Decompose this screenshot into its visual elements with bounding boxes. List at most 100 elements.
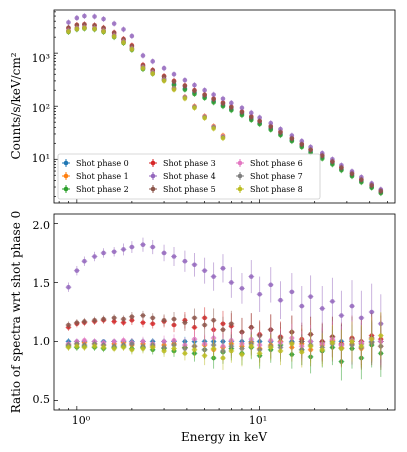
ratio-data-point <box>330 340 335 345</box>
top-data-point <box>171 87 177 92</box>
top-data-point <box>192 88 197 94</box>
ratio-data-point <box>268 345 274 350</box>
top-panel: 10¹ 10² 10³ Counts/s/keV/cm² Shot phase … <box>9 9 396 204</box>
bottom-ytick-label-1.0: 1.0 <box>33 335 51 348</box>
top-data-point <box>192 82 197 88</box>
bottom-axis-ticks <box>54 223 388 410</box>
legend-item: Shot phase 2 <box>62 185 129 194</box>
ratio-data-point <box>150 321 156 327</box>
top-data-point <box>129 47 135 52</box>
top-data-point <box>359 177 364 183</box>
ratio-data-point <box>308 343 313 349</box>
top-data-point <box>299 138 305 144</box>
legend-label: Shot phase 1 <box>76 172 129 181</box>
ratio-data-point <box>330 299 335 304</box>
ratio-data-point <box>140 320 146 325</box>
legend-item: Shot phase 4 <box>149 172 216 181</box>
top-data-point <box>92 26 97 32</box>
bottom-ytick-label-1.5: 1.5 <box>33 277 51 290</box>
top-data-point <box>66 29 71 34</box>
top-data-point <box>101 16 106 22</box>
ratio-data-point <box>92 317 97 323</box>
top-data-point <box>150 71 156 76</box>
top-data-point <box>82 13 87 19</box>
top-axis-ticks <box>54 11 388 203</box>
bottom-panel: 0.5 1.0 1.5 2.0 10⁰ 10¹ Ratio of spectra… <box>9 211 396 444</box>
ratio-data-point <box>121 345 126 350</box>
top-data-point <box>202 115 207 121</box>
top-data-point <box>66 20 71 25</box>
legend-label: Shot phase 8 <box>250 185 303 194</box>
bottom-x-axis-label: Energy in keV <box>181 430 267 444</box>
ratio-data-point <box>171 254 177 259</box>
top-data-point <box>171 79 177 84</box>
ratio-data-point <box>121 247 126 252</box>
top-data-point <box>182 83 188 89</box>
legend-label: Shot phase 6 <box>250 159 303 168</box>
ratio-data-point <box>129 244 135 250</box>
top-data-point <box>248 110 254 116</box>
top-data-point <box>248 114 254 120</box>
ratio-data-point <box>192 347 197 353</box>
ratio-data-point <box>229 280 234 285</box>
ratio-data-point <box>111 346 117 351</box>
top-data-point <box>121 27 126 32</box>
legend-label: Shot phase 2 <box>76 185 129 194</box>
top-data-point <box>161 65 167 71</box>
bottom-xtick-label-10: 10¹ <box>249 414 267 427</box>
ratio-data-point <box>349 339 355 344</box>
bottom-xtick-label-1: 10⁰ <box>72 414 91 427</box>
top-data-point <box>82 25 87 31</box>
ratio-data-point <box>202 268 207 273</box>
ratio-data-point <box>171 346 177 351</box>
top-data-point <box>211 96 216 102</box>
ratio-data-point <box>239 286 245 291</box>
legend-marker <box>237 186 243 192</box>
legend-marker <box>63 186 69 192</box>
top-data-point <box>192 91 197 97</box>
top-data-point <box>150 59 156 64</box>
ratio-data-point <box>211 317 216 323</box>
ratio-data-point <box>369 336 374 342</box>
top-data-point <box>239 105 245 111</box>
legend-marker <box>150 186 156 192</box>
top-data-point <box>339 165 344 171</box>
bottom-ytick-label-0.5: 0.5 <box>33 393 51 406</box>
ratio-data-point <box>319 347 325 353</box>
top-data-marks <box>66 13 384 197</box>
legend-item: Shot phase 6 <box>236 159 303 168</box>
legend-item: Shot phase 8 <box>236 185 303 194</box>
top-data-point <box>171 71 177 77</box>
ratio-data-point <box>339 313 344 318</box>
legend-item: Shot phase 1 <box>62 172 129 181</box>
ratio-data-point <box>369 309 374 315</box>
ratio-data-point <box>66 322 71 328</box>
ratio-data-point <box>161 250 167 256</box>
ratio-data-point <box>248 274 254 279</box>
bottom-ytick-label-2.0: 2.0 <box>33 219 51 232</box>
ratio-data-point <box>171 316 177 322</box>
ratio-data-point <box>257 291 262 297</box>
ratio-data-point <box>220 355 226 361</box>
ratio-data-point <box>101 345 106 350</box>
ratio-data-point <box>121 320 126 325</box>
bottom-plot-frame <box>53 213 396 411</box>
ratio-data-point <box>278 348 283 354</box>
legend-label: Shot phase 5 <box>163 185 216 194</box>
ratio-data-point <box>339 346 344 351</box>
ratio-data-point <box>229 321 234 327</box>
ratio-data-point <box>211 346 216 351</box>
ratio-data-point <box>229 348 234 354</box>
legend-marker <box>63 173 69 179</box>
ratio-data-point <box>182 258 188 264</box>
legend-marker <box>63 160 69 166</box>
top-data-point <box>257 115 262 120</box>
ratio-data-point <box>192 262 197 268</box>
top-ytick-label-2: 10² <box>32 102 50 115</box>
ratio-data-point <box>92 343 97 349</box>
ratio-data-point <box>82 258 87 264</box>
ratio-data-point <box>202 353 207 358</box>
ratio-data-point <box>202 322 207 328</box>
ratio-data-point <box>182 351 188 356</box>
